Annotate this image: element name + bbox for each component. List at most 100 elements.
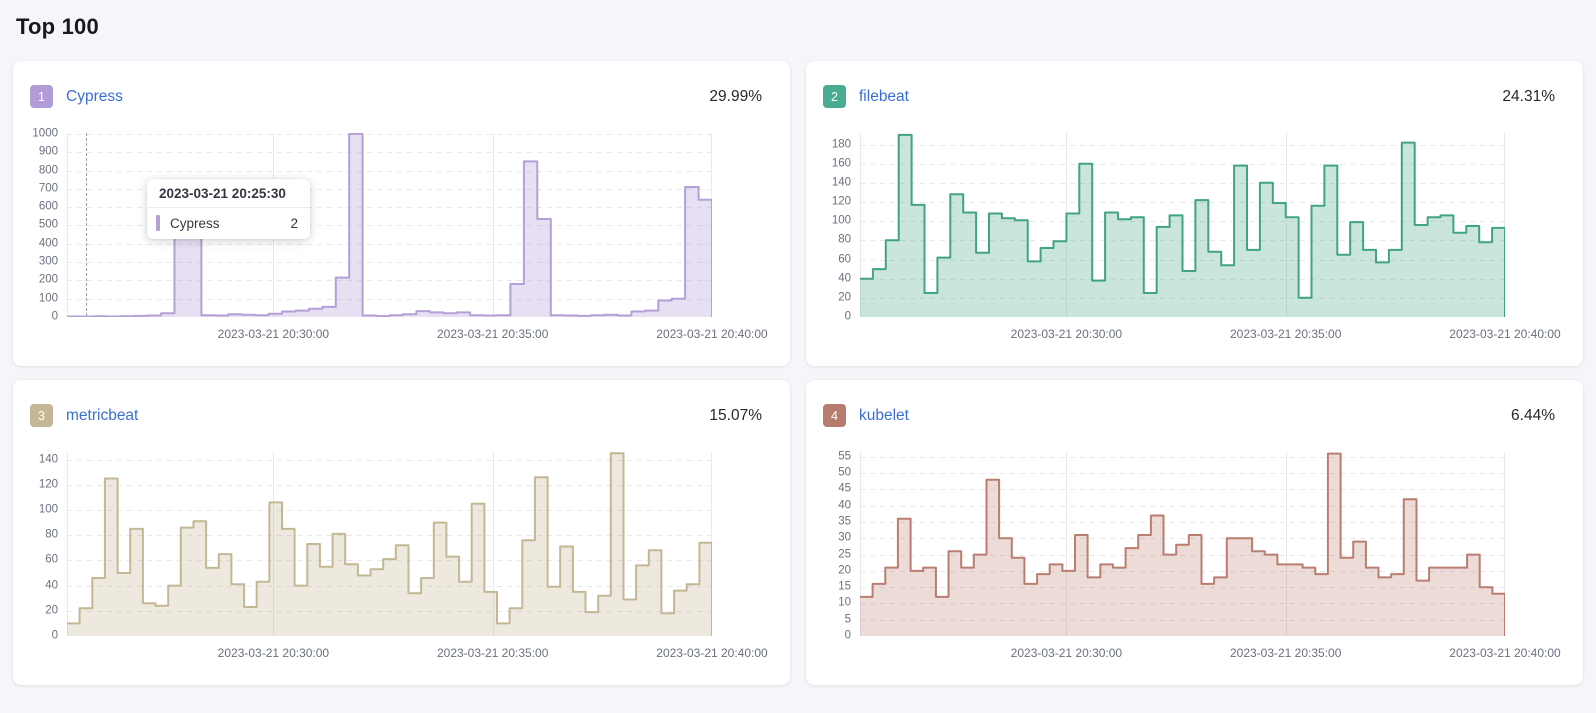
percentage-value: 24.31% xyxy=(1502,87,1555,105)
chart-grid: 1 Cypress 29.99% 0 100 200 300 400 500 600 700 8… xyxy=(13,61,1583,685)
y-axis-label: 400 xyxy=(38,237,58,250)
x-axis-label: 2023-03-21 20:40:00 xyxy=(1449,327,1561,341)
y-axis-label: 35 xyxy=(838,515,851,528)
page-title: Top 100 xyxy=(16,14,99,39)
chart-card-cypress: 1 Cypress 29.99% 0 100 200 300 400 500 600 700 8… xyxy=(13,61,790,366)
y-axis: 0 20 40 60 80 100 120 140 xyxy=(30,452,67,640)
plot-area[interactable] xyxy=(67,452,712,636)
y-axis-label: 0 xyxy=(51,629,58,642)
x-axis-label: 2023-03-21 20:40:00 xyxy=(656,646,768,660)
card-header: 3 metricbeat 15.07% xyxy=(30,404,762,427)
y-axis-label: 80 xyxy=(45,528,58,541)
x-axis-label: 2023-03-21 20:30:00 xyxy=(1010,327,1123,341)
y-axis-label: 5 xyxy=(844,612,851,625)
tooltip-row: Cypress 2 xyxy=(147,208,310,239)
x-axis: 2023-03-21 20:30:00 2023-03-21 20:35:00 20… xyxy=(67,317,768,343)
chart-cypress: 0 100 200 300 400 500 600 700 800 900 1000 2023-03… xyxy=(30,128,768,343)
card-header: 1 Cypress 29.99% xyxy=(30,85,762,108)
y-axis-label: 100 xyxy=(831,214,851,227)
y-axis-label: 120 xyxy=(831,195,851,208)
y-axis: 0 100 200 300 400 500 600 700 800 900 1000 xyxy=(30,128,67,322)
y-axis-label: 40 xyxy=(45,578,58,591)
y-axis-label: 25 xyxy=(838,547,851,560)
x-axis-label: 2023-03-21 20:35:00 xyxy=(436,646,549,660)
y-axis-label: 900 xyxy=(38,145,58,158)
plot-column: 2023-03-21 20:30:00 2023-03-21 20:35:00 20… xyxy=(860,133,1561,343)
x-axis-label: 2023-03-21 20:30:00 xyxy=(217,327,330,341)
rank-badge: 4 xyxy=(823,404,846,427)
chart-tooltip: 2023-03-21 20:25:30 Cypress 2 xyxy=(147,179,310,239)
y-axis-label: 500 xyxy=(38,218,58,231)
y-axis-label: 0 xyxy=(844,629,851,642)
y-axis-label: 50 xyxy=(838,466,851,479)
y-axis-label: 10 xyxy=(838,596,851,609)
series-line xyxy=(860,133,1505,317)
y-axis-label: 200 xyxy=(38,273,58,286)
card-title-link-metricbeat[interactable]: metricbeat xyxy=(66,406,139,424)
y-axis-label: 140 xyxy=(38,452,58,465)
x-axis-label: 2023-03-21 20:30:00 xyxy=(217,646,330,660)
series-area-fill xyxy=(67,453,712,636)
chart-canvas xyxy=(67,133,712,317)
y-axis-label: 20 xyxy=(45,604,58,617)
y-axis-label: 45 xyxy=(838,482,851,495)
plot-column: 2023-03-21 20:25:30 Cypress 2 2023-03-21… xyxy=(67,133,768,343)
chart-card-kubelet: 4 kubelet 6.44% 0 5 10 15 20 25 30 35 40 45 50 55 2… xyxy=(806,380,1583,685)
y-axis-label: 1000 xyxy=(32,127,58,140)
y-axis-label: 55 xyxy=(838,450,851,463)
tooltip-timestamp: 2023-03-21 20:25:30 xyxy=(147,179,310,208)
series-color-marker xyxy=(156,215,160,231)
percentage-value: 6.44% xyxy=(1511,406,1555,424)
x-axis-label: 2023-03-21 20:40:00 xyxy=(1449,646,1561,660)
card-title-link-kubelet[interactable]: kubelet xyxy=(859,406,909,424)
y-axis-label: 40 xyxy=(838,271,851,284)
x-axis-label: 2023-03-21 20:35:00 xyxy=(1229,327,1342,341)
chart-canvas xyxy=(860,133,1505,317)
y-axis-label: 160 xyxy=(831,156,851,169)
plot-area[interactable] xyxy=(860,133,1505,317)
rank-badge: 1 xyxy=(30,85,53,108)
card-title-link-filebeat[interactable]: filebeat xyxy=(859,87,909,105)
card-header: 2 filebeat 24.31% xyxy=(823,85,1555,108)
chart-kubelet: 0 5 10 15 20 25 30 35 40 45 50 55 2023-03-21 20:30:… xyxy=(823,450,1561,662)
chart-canvas xyxy=(860,452,1505,636)
plot-column: 2023-03-21 20:30:00 2023-03-21 20:35:00 20… xyxy=(67,452,768,662)
tooltip-series-name: Cypress xyxy=(170,215,220,231)
y-axis-label: 180 xyxy=(831,137,851,150)
y-axis-label: 800 xyxy=(38,163,58,176)
y-axis-label: 15 xyxy=(838,580,851,593)
dashboard-page: Top 100 1 Cypress 29.99% 0 100 200 300 400 50… xyxy=(13,14,1583,685)
y-axis: 0 5 10 15 20 25 30 35 40 45 50 55 xyxy=(823,450,860,641)
y-axis-label: 60 xyxy=(838,252,851,265)
chart-card-filebeat: 2 filebeat 24.31% 0 20 40 60 80 100 120 140 160 1… xyxy=(806,61,1583,366)
x-axis: 2023-03-21 20:30:00 2023-03-21 20:35:00 20… xyxy=(860,636,1561,662)
y-axis-label: 140 xyxy=(831,176,851,189)
tooltip-series-value: 2 xyxy=(290,215,298,231)
card-header: 4 kubelet 6.44% xyxy=(823,404,1555,427)
y-axis-label: 60 xyxy=(45,553,58,566)
y-axis-label: 20 xyxy=(838,564,851,577)
x-axis-label: 2023-03-21 20:35:00 xyxy=(1229,646,1342,660)
card-title-link-cypress[interactable]: Cypress xyxy=(66,87,123,105)
y-axis-label: 40 xyxy=(838,498,851,511)
y-axis-label: 300 xyxy=(38,255,58,268)
series-line xyxy=(67,452,712,636)
y-axis-label: 0 xyxy=(51,310,58,323)
y-axis-label: 0 xyxy=(844,310,851,323)
y-axis-label: 30 xyxy=(838,531,851,544)
y-axis-label: 100 xyxy=(38,291,58,304)
rank-badge: 2 xyxy=(823,85,846,108)
y-axis-label: 700 xyxy=(38,182,58,195)
chart-metricbeat: 0 20 40 60 80 100 120 140 2023-03-21 20:30:00 20… xyxy=(30,452,768,662)
plot-area[interactable]: 2023-03-21 20:25:30 Cypress 2 xyxy=(67,133,712,317)
chart-card-metricbeat: 3 metricbeat 15.07% 0 20 40 60 80 100 120 140 2… xyxy=(13,380,790,685)
crosshair-line xyxy=(86,133,88,316)
series-line xyxy=(860,452,1505,636)
x-axis: 2023-03-21 20:30:00 2023-03-21 20:35:00 20… xyxy=(860,317,1561,343)
y-axis: 0 20 40 60 80 100 120 140 160 180 xyxy=(823,133,860,322)
plot-area[interactable] xyxy=(860,452,1505,636)
percentage-value: 15.07% xyxy=(709,406,762,424)
chart-canvas xyxy=(67,452,712,636)
y-axis-label: 600 xyxy=(38,200,58,213)
x-axis: 2023-03-21 20:30:00 2023-03-21 20:35:00 20… xyxy=(67,636,768,662)
